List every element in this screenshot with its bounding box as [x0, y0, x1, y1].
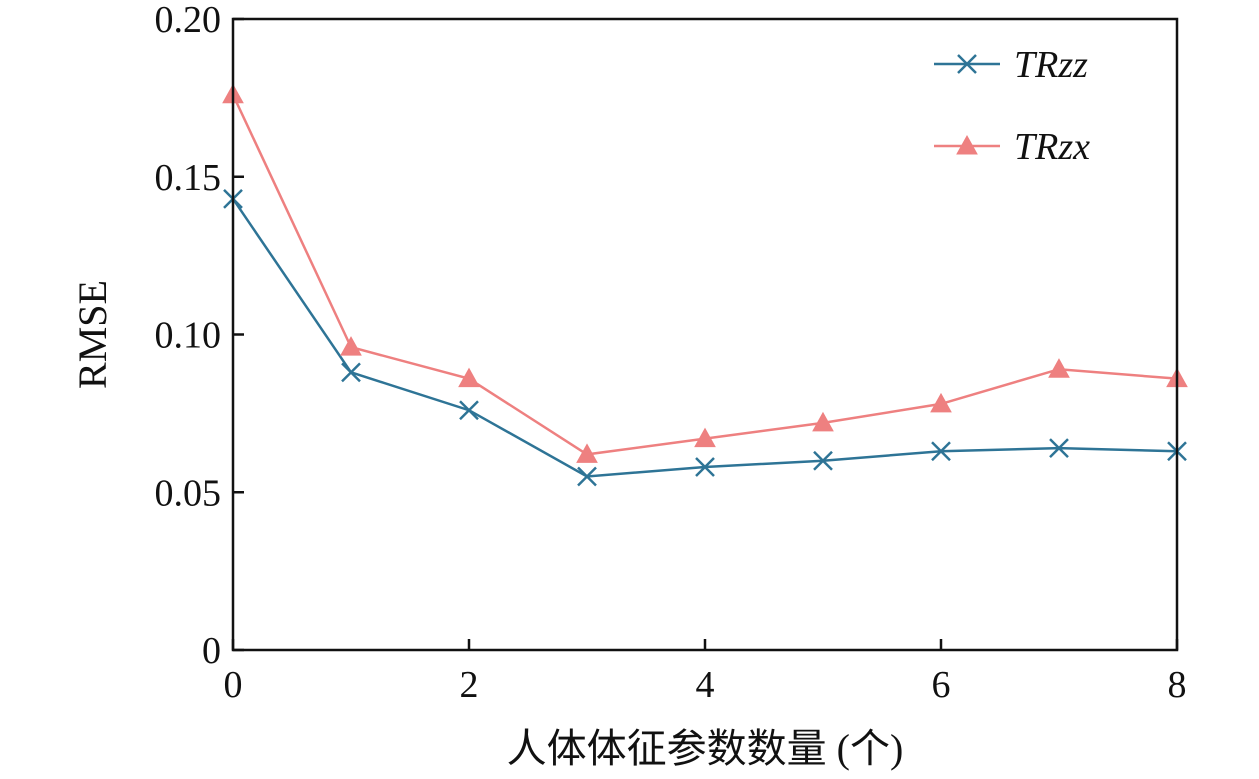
data-point-trzx	[694, 427, 716, 448]
data-point-trzx	[576, 443, 598, 463]
y-tick-label: 0.05	[155, 472, 222, 514]
y-axis-title: RMSE	[70, 280, 115, 389]
legend: TRzz TRzx	[934, 44, 1090, 168]
data-point-trzz	[577, 466, 597, 487]
data-point-trzx	[458, 367, 480, 388]
legend-label-trzx: TRzx	[1014, 126, 1090, 168]
x-tick-label: 2	[460, 664, 479, 706]
y-tick-label: 0.20	[155, 0, 222, 41]
x-tick-label: 0	[224, 664, 243, 706]
legend-marker-trzx	[956, 134, 978, 155]
x-axis-title: 人体体征参数数量 (个)	[507, 726, 904, 771]
ticks-layer: 0 2 4 6 8 0 0.05 0.10 0.15 0.20	[155, 0, 1187, 706]
data-point-trzx	[1048, 358, 1070, 378]
data-point-trzz	[1049, 438, 1069, 458]
y-tick-label: 0.15	[155, 157, 222, 199]
legend-item-trzx: TRzx	[934, 126, 1090, 168]
data-point-trzx	[930, 392, 952, 413]
legend-label-trzz: TRzz	[1014, 44, 1088, 86]
data-point-trzz	[931, 441, 951, 462]
x-tick-label: 6	[932, 664, 951, 706]
x-tick-label: 4	[696, 664, 715, 706]
y-tick-label: 0.10	[155, 315, 222, 357]
data-point-trzz	[813, 450, 833, 471]
data-point-trzx	[340, 336, 362, 356]
legend-item-trzz: TRzz	[934, 44, 1088, 86]
plot-frame	[231, 17, 1179, 652]
legend-marker-trzz	[957, 54, 977, 74]
y-tick-label: 0	[202, 630, 221, 672]
x-tick-label: 8	[1168, 664, 1187, 706]
data-point-trzz	[341, 362, 361, 383]
data-point-trzz	[459, 400, 479, 421]
series-layer	[222, 83, 1188, 487]
data-point-trzx	[812, 411, 834, 432]
data-point-trzz	[695, 457, 715, 477]
